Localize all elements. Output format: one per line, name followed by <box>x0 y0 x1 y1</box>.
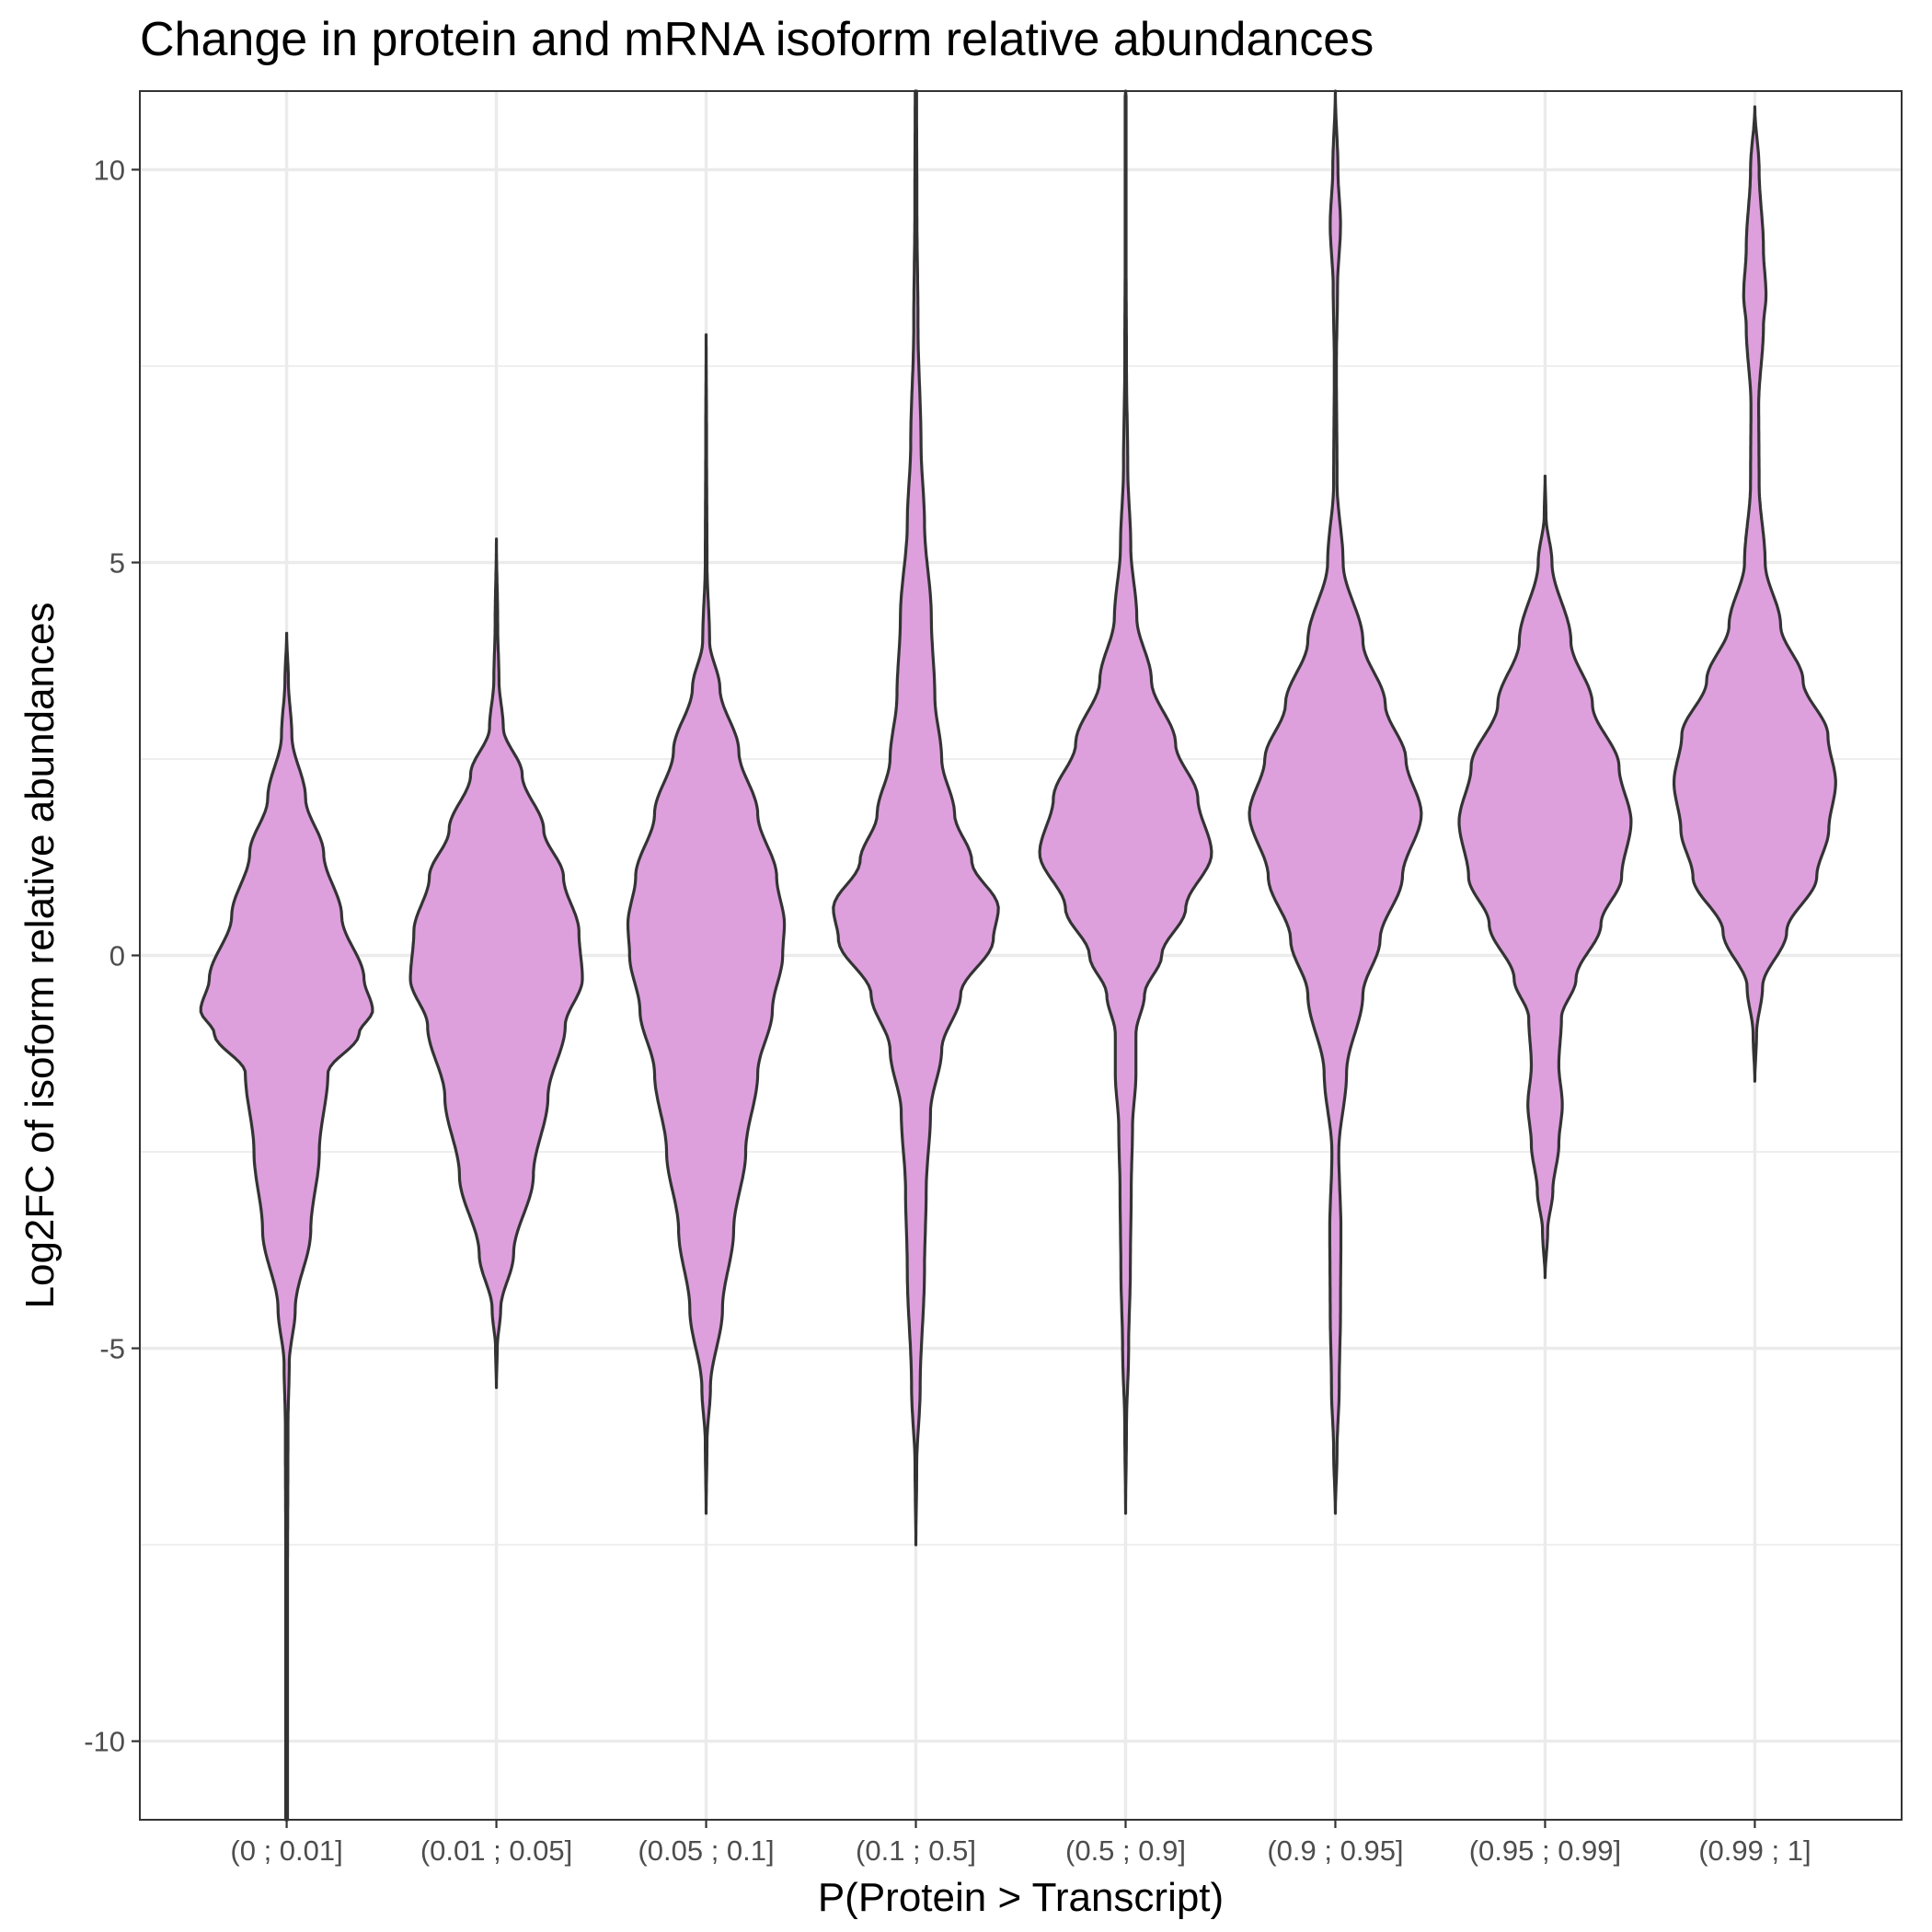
x-axis: (0 ; 0.01] (0.01 ; 0.05] (0.05 ; 0.1] (0.1 … <box>230 1820 1811 1867</box>
y-tick-label: 10 <box>94 154 125 186</box>
x-tick-label: (0.01 ; 0.05] <box>420 1834 572 1867</box>
x-tick-label: (0.5 ; 0.9] <box>1065 1834 1186 1867</box>
violin-1 <box>199 631 374 1822</box>
gridlines <box>140 91 1902 1820</box>
violin-3 <box>626 333 787 1515</box>
x-tick-label: (0.95 ; 0.99] <box>1469 1834 1621 1867</box>
y-tick-label: -5 <box>99 1333 125 1365</box>
y-axis-title: Log2FC of isoform relative abundances <box>17 603 63 1309</box>
x-axis-title: P(Protein > Transcript) <box>818 1875 1224 1920</box>
x-tick-label: (0 ; 0.01] <box>230 1834 342 1867</box>
x-tick-label: (0.1 ; 0.5] <box>856 1834 976 1867</box>
x-tick-label: (0.05 ; 0.1] <box>638 1834 774 1867</box>
y-tick-label: -10 <box>84 1726 125 1758</box>
x-tick-label: (0.9 ; 0.95] <box>1267 1834 1403 1867</box>
violin-4 <box>832 89 1000 1547</box>
y-tick-label: 5 <box>109 546 125 579</box>
violin-5 <box>1038 89 1213 1515</box>
violin-8 <box>1673 105 1837 1083</box>
y-tick-label: 0 <box>109 940 125 972</box>
violin-2 <box>408 537 584 1389</box>
violin-7 <box>1457 474 1633 1280</box>
violin-6 <box>1248 89 1423 1515</box>
x-tick-label: (0.99 ; 1] <box>1698 1834 1811 1867</box>
y-axis: -10 -5 0 5 10 <box>84 154 140 1758</box>
chart-title: Change in protein and mRNA isoform relat… <box>140 13 1374 66</box>
violins <box>199 89 1837 1822</box>
